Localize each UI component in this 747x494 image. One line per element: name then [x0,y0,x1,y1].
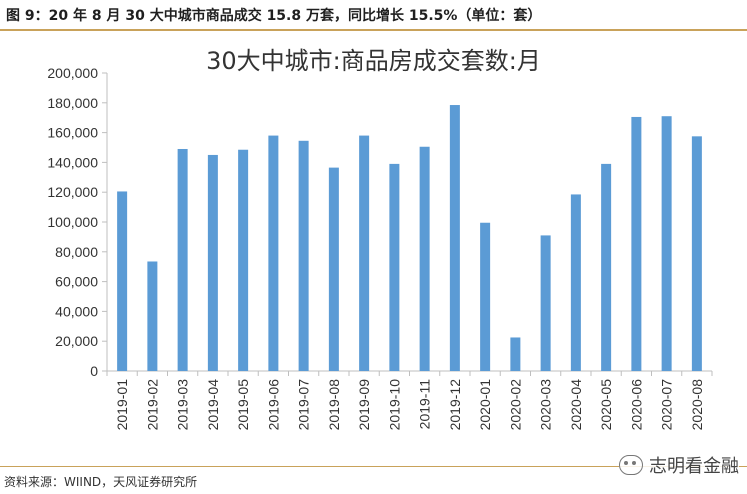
x-tick-label: 2020-06 [628,379,644,431]
bar [117,191,128,371]
header-rule [0,29,747,31]
bar [328,167,339,371]
x-tick-label: 2019-10 [386,379,402,431]
x-tick-label: 2020-08 [689,379,705,431]
bar [480,222,491,371]
x-tick-label: 2019-07 [296,379,312,431]
bar [601,163,612,371]
x-tick-label: 2020-04 [568,379,584,431]
x-tick-label: 2020-01 [477,379,493,431]
x-tick-label: 2019-12 [447,379,463,431]
bar [449,105,460,371]
x-tick-label: 2019-11 [417,379,433,430]
footer-rule [0,466,747,467]
source-note: 资料来源：WIIND，天风证券研究所 [4,475,198,489]
y-tick-label: 120,000 [47,184,98,200]
x-tick-label: 2020-02 [507,379,523,431]
bar [661,116,672,372]
y-tick-label: 180,000 [47,95,98,111]
y-tick-label: 0 [90,363,98,379]
watermark: 志明看金融 [619,453,739,477]
x-tick-label: 2019-08 [326,379,342,431]
y-tick-label: 80,000 [55,244,98,260]
y-tick-label: 140,000 [47,154,98,170]
bar-chart: 0 20,000 40,000 60,000 80,000 100,000 120,000 1… [47,65,713,431]
bar [268,135,279,371]
y-tick-label: 40,000 [55,303,98,319]
y-tick-label: 60,000 [55,274,98,290]
bar [540,235,551,371]
x-tick-label: 2019-01 [114,379,130,431]
bar [147,261,158,371]
x-tick-label: 2020-07 [659,379,675,431]
bar [298,140,309,371]
x-tick-label: 2019-05 [235,379,251,431]
bar [510,337,521,371]
bar [631,116,642,371]
bar [570,194,581,371]
x-tick-label: 2019-03 [175,379,191,431]
x-tick-label: 2020-05 [598,379,614,431]
x-tick-label: 2019-04 [205,379,221,431]
x-tick-label: 2019-09 [356,379,372,431]
y-tick-label: 200,000 [47,65,98,81]
watermark-text: 志明看金融 [649,456,739,477]
bar [691,136,702,371]
bar [419,146,430,371]
wechat-icon [619,455,643,475]
x-tick-label: 2019-06 [265,379,281,431]
y-tick-label: 160,000 [47,125,98,141]
figure-caption: 图 9：20 年 8 月 30 大中城市商品成交 15.8 万套，同比增长 15… [6,8,542,24]
x-tick-label: 2020-03 [538,379,554,431]
y-tick-label: 100,000 [47,214,98,230]
bar [389,163,400,371]
y-tick-label: 20,000 [55,333,98,349]
chart-title: 30大中城市:商品房成交套数:月 [206,47,541,75]
bar [238,149,249,371]
bar [177,148,188,371]
bar [359,135,370,371]
bar [207,154,218,371]
x-tick-label: 2019-02 [144,379,160,431]
figure-header: 图 9：20 年 8 月 30 大中城市商品成交 15.8 万套，同比增长 15… [0,0,747,31]
